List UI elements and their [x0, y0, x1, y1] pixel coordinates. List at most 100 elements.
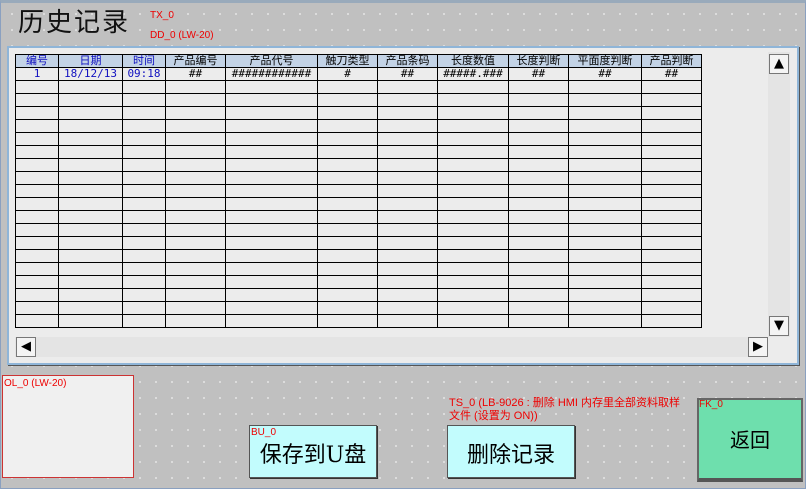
table-cell	[568, 197, 642, 211]
scroll-up-icon[interactable]: ▲	[769, 54, 789, 74]
table-row[interactable]	[15, 249, 702, 263]
table-cell	[225, 197, 318, 211]
table-cell	[317, 106, 378, 120]
table-row[interactable]	[15, 236, 702, 250]
table-cell	[377, 197, 438, 211]
column-header: 长度数值	[437, 54, 509, 68]
scroll-right-icon[interactable]: ▶	[748, 337, 768, 357]
table-cell	[165, 314, 226, 328]
table-row[interactable]	[15, 145, 702, 159]
table-cell	[437, 288, 509, 302]
table-cell	[225, 301, 318, 315]
column-header: 平面度判断	[568, 54, 642, 68]
table-cell	[58, 171, 123, 185]
table-cell	[122, 119, 166, 133]
table-cell	[15, 119, 59, 133]
table-tag: DD_0 (LW-20)	[150, 30, 214, 41]
table-cell	[225, 119, 318, 133]
table-cell	[437, 210, 509, 224]
table-cell	[15, 158, 59, 172]
history-table: 编号 日期 时间 产品编号 产品代号 触刀类型 产品条码 长度数值 长度判断 平面度判断 产品判断 …	[15, 54, 702, 328]
table-cell	[15, 197, 59, 211]
table-row[interactable]	[15, 171, 702, 185]
table-cell	[641, 93, 702, 107]
table-cell	[641, 210, 702, 224]
table-cell	[165, 301, 226, 315]
table-cell	[225, 80, 318, 94]
table-cell	[15, 80, 59, 94]
option-list[interactable]	[2, 375, 134, 478]
table-cell	[58, 288, 123, 302]
back-button[interactable]: 返回	[697, 398, 803, 482]
table-cell	[568, 171, 642, 185]
table-cell	[317, 158, 378, 172]
table-cell	[317, 171, 378, 185]
table-cell	[15, 288, 59, 302]
table-row[interactable]	[15, 106, 702, 120]
table-row[interactable]	[15, 262, 702, 276]
table-cell	[568, 301, 642, 315]
table-row[interactable]	[15, 80, 702, 94]
table-cell: 1	[15, 67, 59, 81]
back-button-tag: FK_0	[699, 399, 723, 410]
table-cell	[58, 93, 123, 107]
table-row[interactable]: 1 18/12/13 09:18 ## ############ # ## #####.###…	[15, 67, 702, 81]
delete-label: 删除记录	[466, 443, 555, 468]
horizontal-scrollbar[interactable]: ◀ ▶	[15, 337, 768, 357]
table-cell: ##	[508, 67, 569, 81]
table-cell	[225, 249, 318, 263]
table-cell	[568, 262, 642, 276]
table-cell	[122, 80, 166, 94]
table-cell	[165, 132, 226, 146]
table-row[interactable]	[15, 119, 702, 133]
table-cell	[568, 249, 642, 263]
table-row[interactable]	[15, 314, 702, 328]
table-row[interactable]	[15, 197, 702, 211]
table-row[interactable]	[15, 288, 702, 302]
column-header: 产品代号	[225, 54, 318, 68]
table-cell	[437, 132, 509, 146]
table-cell	[122, 184, 166, 198]
table-cell	[58, 223, 123, 237]
table-cell	[165, 288, 226, 302]
table-cell	[58, 158, 123, 172]
column-header: 时间	[122, 54, 166, 68]
table-cell	[58, 197, 123, 211]
table-cell	[508, 119, 569, 133]
table-row[interactable]	[15, 210, 702, 224]
table-cell	[641, 197, 702, 211]
table-cell	[15, 184, 59, 198]
table-row[interactable]	[15, 184, 702, 198]
table-cell	[58, 275, 123, 289]
save-button-tag: BU_0	[251, 427, 277, 438]
save-to-usb-button[interactable]: 保存到U盘	[249, 425, 377, 478]
scroll-left-icon[interactable]: ◀	[16, 337, 36, 357]
table-cell	[641, 119, 702, 133]
column-header: 日期	[58, 54, 123, 68]
table-cell	[165, 197, 226, 211]
column-header: 触刀类型	[317, 54, 378, 68]
table-cell	[58, 184, 123, 198]
scroll-down-icon[interactable]: ▼	[769, 316, 789, 336]
table-cell	[225, 145, 318, 159]
table-row[interactable]	[15, 93, 702, 107]
table-cell	[165, 171, 226, 185]
table-row[interactable]	[15, 301, 702, 315]
table-cell	[317, 236, 378, 250]
table-row[interactable]	[15, 132, 702, 146]
table-cell	[225, 171, 318, 185]
delete-records-button[interactable]: 删除记录	[447, 425, 575, 478]
table-cell: ##	[165, 67, 226, 81]
table-cell	[317, 249, 378, 263]
table-row[interactable]	[15, 223, 702, 237]
vertical-scrollbar[interactable]: ▲ ▼	[768, 52, 790, 337]
table-cell	[508, 80, 569, 94]
table-row[interactable]	[15, 158, 702, 172]
table-cell	[58, 262, 123, 276]
table-cell	[641, 288, 702, 302]
table-cell	[568, 119, 642, 133]
table-row[interactable]	[15, 275, 702, 289]
table-cell	[58, 210, 123, 224]
table-cell	[15, 223, 59, 237]
table-cell	[437, 93, 509, 107]
